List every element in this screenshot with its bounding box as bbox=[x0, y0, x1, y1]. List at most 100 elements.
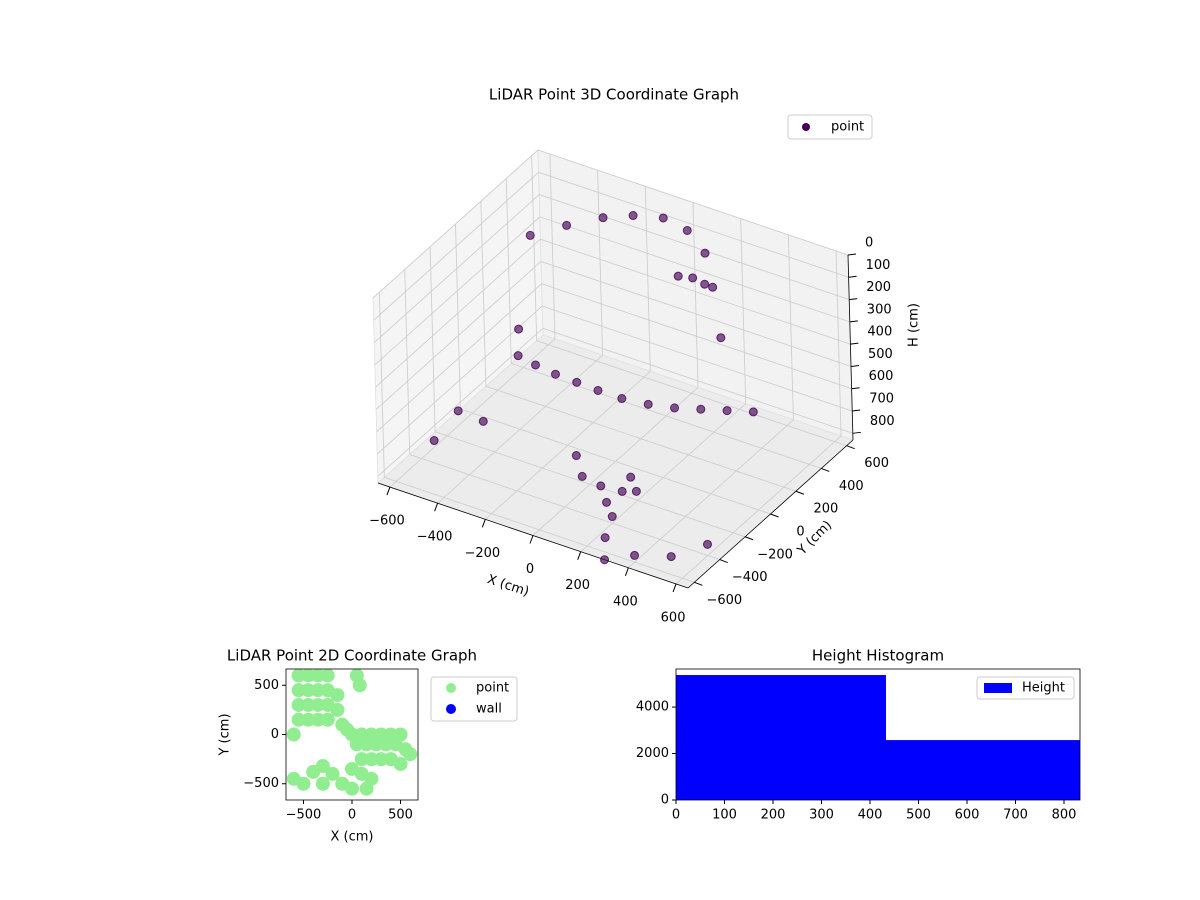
point bbox=[626, 472, 636, 482]
point bbox=[359, 781, 374, 796]
x-tick-label: 600 bbox=[661, 610, 686, 625]
grid-line bbox=[531, 155, 538, 341]
x-tick-label: 800 bbox=[1052, 808, 1077, 823]
tick-mark bbox=[795, 490, 805, 495]
tick-mark bbox=[850, 342, 859, 345]
point bbox=[617, 394, 627, 404]
grid-line bbox=[835, 250, 842, 436]
grid-line bbox=[536, 340, 847, 447]
legend-label: Height bbox=[1022, 681, 1065, 696]
tick-mark bbox=[434, 503, 439, 512]
y-tick-label: 200 bbox=[813, 502, 838, 517]
point bbox=[369, 737, 384, 752]
point bbox=[429, 436, 439, 446]
tick-mark bbox=[577, 551, 582, 560]
grid-line bbox=[740, 218, 747, 404]
y-tick-label: −600 bbox=[706, 593, 742, 608]
z-tick-label: 700 bbox=[869, 392, 894, 407]
x-tick-label: 700 bbox=[1003, 808, 1028, 823]
point bbox=[364, 752, 379, 767]
y-tick-label: 0 bbox=[271, 727, 279, 742]
grid-line bbox=[372, 149, 539, 299]
legend-marker bbox=[802, 123, 810, 131]
point bbox=[696, 404, 706, 414]
point bbox=[666, 552, 676, 562]
y-tick-label: 4000 bbox=[636, 700, 669, 715]
point bbox=[301, 697, 316, 712]
bar bbox=[886, 740, 1080, 800]
y-tick-label: 600 bbox=[864, 456, 889, 471]
grid-line bbox=[787, 234, 794, 420]
legend-marker bbox=[446, 683, 456, 693]
tick-mark bbox=[821, 467, 830, 472]
point bbox=[291, 697, 306, 712]
point bbox=[617, 486, 627, 496]
point bbox=[673, 271, 683, 281]
point bbox=[330, 688, 345, 703]
chart-title: LiDAR Point 3D Coordinate Graph bbox=[489, 86, 739, 104]
x-tick-label: 400 bbox=[613, 594, 638, 609]
y-tick-label: 500 bbox=[254, 678, 279, 693]
point bbox=[311, 712, 326, 727]
x-tick-label: 400 bbox=[858, 808, 883, 823]
grid-line bbox=[692, 202, 699, 388]
chart-title: LiDAR Point 2D Coordinate Graph bbox=[227, 647, 477, 665]
legend-label: point bbox=[831, 120, 864, 135]
point bbox=[352, 678, 367, 693]
legend-label: point bbox=[476, 681, 509, 696]
x-tick-label: 200 bbox=[565, 578, 590, 593]
y-tick-label: 400 bbox=[839, 479, 864, 494]
grid-line bbox=[542, 327, 853, 434]
point bbox=[602, 497, 612, 507]
tick-mark bbox=[624, 567, 629, 576]
point bbox=[550, 369, 560, 379]
grid-line bbox=[404, 269, 411, 455]
x-tick-label: −500 bbox=[286, 808, 322, 823]
grid-line bbox=[549, 154, 556, 340]
point bbox=[320, 669, 335, 683]
grid-line bbox=[384, 476, 695, 583]
point bbox=[291, 683, 306, 698]
point bbox=[359, 737, 374, 752]
z-tick-label: 200 bbox=[866, 280, 891, 295]
point bbox=[593, 385, 603, 395]
point bbox=[286, 727, 301, 742]
point bbox=[378, 737, 393, 752]
grid-line bbox=[460, 408, 771, 515]
point bbox=[315, 776, 330, 791]
grid-line bbox=[505, 178, 512, 364]
x-tick-label: 500 bbox=[388, 808, 413, 823]
point bbox=[354, 752, 369, 767]
legend-marker bbox=[984, 683, 1012, 693]
grid-line bbox=[434, 431, 746, 538]
grid-line bbox=[485, 385, 797, 492]
tick-mark bbox=[719, 559, 728, 564]
point bbox=[531, 360, 541, 370]
z-tick-label: 500 bbox=[868, 347, 893, 362]
point bbox=[630, 550, 640, 560]
point bbox=[722, 406, 732, 416]
grid-line bbox=[374, 216, 541, 366]
point bbox=[682, 225, 692, 235]
grid-line bbox=[538, 171, 849, 278]
point bbox=[700, 279, 710, 289]
tick-mark bbox=[672, 583, 677, 593]
grid-line bbox=[644, 186, 651, 372]
z-tick-label: 0 bbox=[865, 236, 873, 251]
point bbox=[708, 282, 718, 292]
tick-mark bbox=[849, 320, 858, 323]
grid-line bbox=[480, 201, 487, 387]
tick-mark bbox=[852, 431, 861, 434]
point bbox=[571, 451, 581, 461]
tick-mark bbox=[386, 486, 391, 496]
legend-marker bbox=[446, 704, 456, 714]
x-tick-label: 500 bbox=[906, 808, 931, 823]
point bbox=[748, 407, 758, 417]
z-tick-label: 100 bbox=[866, 258, 891, 273]
y-tick-label: −500 bbox=[243, 776, 279, 791]
y-tick-label: −200 bbox=[757, 547, 793, 562]
legend-label: wall bbox=[476, 702, 502, 717]
x-tick-label: 600 bbox=[955, 808, 980, 823]
point bbox=[658, 213, 668, 223]
point bbox=[315, 759, 330, 774]
